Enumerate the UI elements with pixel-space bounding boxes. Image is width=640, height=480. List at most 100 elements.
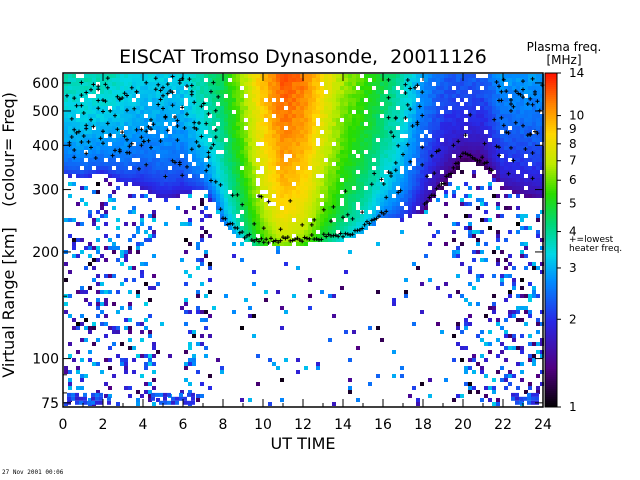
echo-cell <box>532 106 536 110</box>
echo-cell <box>476 98 480 102</box>
echo-cell <box>516 106 520 110</box>
echo-cell <box>360 198 364 202</box>
echo-cell <box>496 94 500 98</box>
echo-cell <box>272 218 276 222</box>
echo-cell <box>224 178 228 182</box>
echo-cell <box>504 206 508 210</box>
echo-cell <box>68 270 72 274</box>
heater-marker <box>101 109 105 114</box>
echo-cell <box>324 186 328 190</box>
heater-marker <box>173 114 177 119</box>
echo-cell <box>332 106 336 110</box>
echo-cell <box>532 94 536 98</box>
echo-cell <box>232 82 236 86</box>
echo-cell <box>400 366 404 370</box>
echo-cell <box>256 130 260 134</box>
echo-cell <box>504 346 508 350</box>
echo-cell <box>400 82 404 86</box>
echo-cell <box>64 146 68 150</box>
heater-marker <box>125 108 129 113</box>
echo-cell <box>472 130 476 134</box>
echo-cell <box>276 118 280 122</box>
echo-cell <box>440 186 444 190</box>
echo-cell <box>156 74 160 78</box>
echo-cell <box>288 82 292 86</box>
echo-cell <box>248 214 252 218</box>
heater-marker <box>173 160 177 165</box>
echo-cell <box>236 162 240 166</box>
echo-cell <box>252 158 256 162</box>
echo-cell <box>524 170 528 174</box>
echo-cell <box>448 90 452 94</box>
echo-cell <box>536 106 540 110</box>
echo-cell <box>208 178 212 182</box>
echo-cell <box>240 182 244 186</box>
echo-cell <box>244 162 248 166</box>
echo-cell <box>136 242 140 246</box>
echo-cell <box>172 102 176 106</box>
echo-cell <box>136 182 140 186</box>
echo-cell <box>524 254 528 258</box>
echo-cell <box>412 110 416 114</box>
echo-cell <box>516 98 520 102</box>
echo-cell <box>144 122 148 126</box>
echo-cell <box>428 190 432 194</box>
echo-cell <box>164 98 168 102</box>
echo-cell <box>232 102 236 106</box>
echo-cell <box>332 110 336 114</box>
echo-cell <box>384 126 388 130</box>
echo-cell <box>360 110 364 114</box>
echo-cell <box>420 170 424 174</box>
echo-cell <box>284 198 288 202</box>
echo-cell <box>416 118 420 122</box>
echo-cell <box>528 194 532 198</box>
echo-cell <box>232 174 236 178</box>
echo-cell <box>172 118 176 122</box>
echo-cell <box>280 142 284 146</box>
echo-cell <box>176 102 180 106</box>
echo-cell <box>396 90 400 94</box>
echo-cell <box>444 118 448 122</box>
heater-marker <box>473 157 477 162</box>
echo-cell <box>172 158 176 162</box>
echo-cell <box>496 258 500 262</box>
echo-cell <box>72 138 76 142</box>
echo-cell <box>372 150 376 154</box>
echo-cell <box>196 174 200 178</box>
echo-cell <box>104 142 108 146</box>
echo-cell <box>280 110 284 114</box>
echo-cell <box>428 158 432 162</box>
echo-cell <box>436 118 440 122</box>
echo-cell <box>240 178 244 182</box>
echo-cell <box>344 78 348 82</box>
echo-cell <box>72 246 76 250</box>
echo-cell <box>488 130 492 134</box>
echo-cell <box>404 102 408 106</box>
echo-cell <box>272 238 276 242</box>
echo-cell <box>228 90 232 94</box>
echo-cell <box>76 126 80 130</box>
heater-marker <box>206 163 211 168</box>
echo-cell <box>224 78 228 82</box>
echo-cell <box>500 350 504 354</box>
echo-cell <box>368 206 372 210</box>
heater-marker <box>185 84 189 89</box>
echo-cell <box>480 118 484 122</box>
echo-cell <box>108 170 112 174</box>
echo-cell <box>332 82 336 86</box>
echo-cell <box>520 142 524 146</box>
echo-cell <box>140 90 144 94</box>
echo-cell <box>532 150 536 154</box>
echo-cell <box>184 166 188 170</box>
echo-cell <box>72 142 76 146</box>
echo-cell <box>500 94 504 98</box>
echo-cell <box>312 98 316 102</box>
echo-cell <box>416 170 420 174</box>
echo-cell <box>424 166 428 170</box>
echo-cell <box>204 134 208 138</box>
echo-cell <box>168 134 172 138</box>
echo-cell <box>512 126 516 130</box>
echo-cell <box>464 226 468 230</box>
echo-cell <box>356 398 360 402</box>
echo-cell <box>252 198 256 202</box>
